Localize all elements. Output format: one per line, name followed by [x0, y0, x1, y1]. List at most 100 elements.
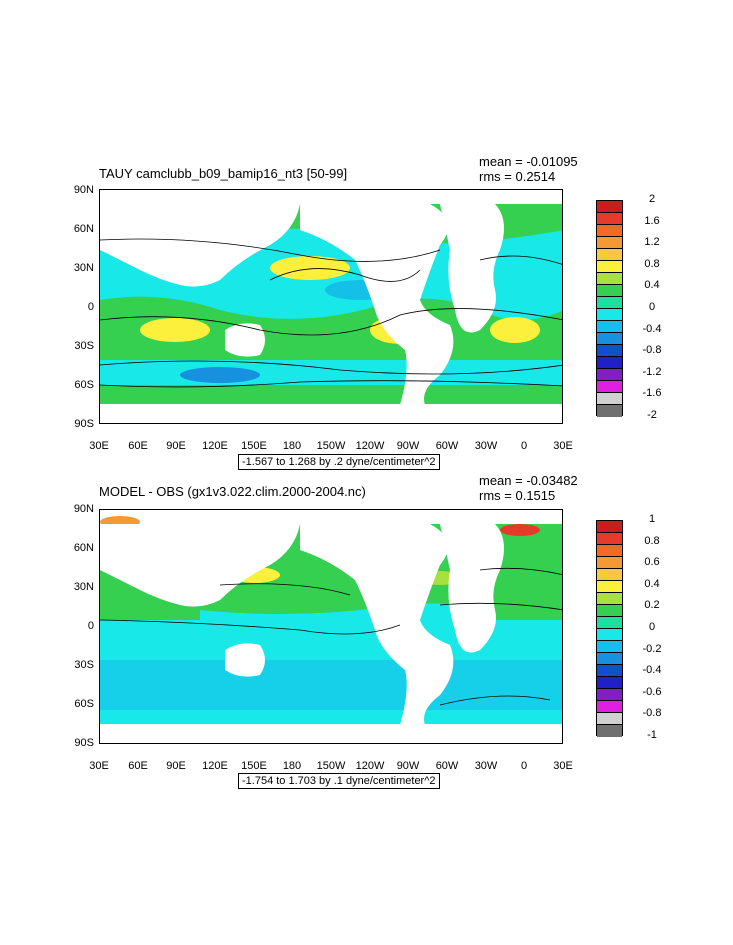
contour-line [479, 255, 562, 265]
lon-label: 30E [553, 440, 573, 452]
map-top [99, 189, 563, 424]
colorbar-swatch [597, 321, 622, 333]
diff-field-southern-ocean [100, 660, 562, 710]
land-australia [225, 323, 265, 357]
colorbar-swatch [597, 285, 622, 297]
lat-label: 30S [74, 659, 94, 671]
polar-north-mask [100, 190, 562, 204]
lon-label: 30E [89, 440, 109, 452]
lon-label: 150W [316, 440, 346, 452]
colorbar-label: -0.8 [642, 707, 662, 720]
colorbar-label: 0.8 [644, 257, 660, 270]
colorbar-swatch [597, 393, 622, 405]
lat-label: 0 [87, 301, 94, 313]
lon-label: 60E [128, 760, 148, 772]
colorbar-swatch [597, 557, 622, 569]
lon-label: 90W [396, 440, 420, 452]
colorbar-swatch [597, 345, 622, 357]
contour-line [100, 619, 401, 635]
lon-label: 150W [316, 760, 346, 772]
colorbar-label: 0.2 [644, 599, 660, 612]
colorbar-swatch [597, 333, 622, 345]
lon-label: 0 [520, 760, 528, 772]
land-africa-europe [440, 524, 504, 653]
lon-label: 120E [202, 440, 228, 452]
lon-label: 30E [89, 760, 109, 772]
colorbar-swatch [597, 521, 622, 533]
colorbar-swatch [597, 545, 622, 557]
land-asia [100, 204, 300, 287]
lat-label: 60N [73, 223, 94, 235]
colorbar-swatch [597, 237, 622, 249]
colorbar-swatch [597, 273, 622, 285]
map-top-plot [100, 190, 562, 423]
lat-label: 30S [74, 340, 94, 352]
colorbar-label: -0.8 [642, 344, 662, 357]
colorbar-label: 2 [648, 193, 656, 205]
colorbar-label: 1.6 [644, 214, 660, 227]
lon-label: 120W [355, 440, 385, 452]
colorbar-label: -0.2 [642, 642, 662, 655]
colorbar-swatch [597, 201, 622, 213]
colorbar-swatch [597, 569, 622, 581]
lat-label: 30N [73, 262, 94, 274]
field-yellow-npacific [270, 256, 350, 280]
lon-label: 120W [355, 760, 385, 772]
lon-label: 90W [396, 760, 420, 772]
colorbar-swatch [597, 617, 622, 629]
colorbar-label: -0.4 [642, 322, 662, 335]
colorbar-swatch [597, 593, 622, 605]
colorbar-swatch [597, 581, 622, 593]
colorbar-label: 1 [648, 513, 656, 525]
lon-label: 0 [520, 440, 528, 452]
colorbar-swatch [597, 689, 622, 701]
polar-north-mask [100, 510, 562, 515]
colorbar-label: 0 [648, 301, 656, 313]
colorbar-label: 0.4 [644, 577, 660, 590]
colorbar-swatch [597, 213, 622, 225]
panel-top-mean: mean = -0.01095 [479, 154, 578, 169]
lat-label: 90N [73, 184, 94, 196]
lon-label: 30E [553, 760, 573, 772]
colorbar-label: -2 [647, 409, 657, 421]
lon-label: 150E [241, 760, 267, 772]
lon-label: 120E [202, 760, 228, 772]
range-info-top: -1.567 to 1.268 by .2 dyne/centimeter^2 [238, 454, 440, 470]
contour-line [219, 583, 351, 596]
contour-line [439, 695, 551, 706]
panel-bottom-title: MODEL - OBS (gx1v3.022.clim.2000-2004.nc… [99, 484, 366, 499]
colorbar-swatch [597, 405, 622, 417]
colorbar-label: 0.4 [644, 279, 660, 292]
colorbar-label: -0.4 [642, 664, 662, 677]
field-green-south [100, 385, 562, 404]
lat-label: 90S [74, 737, 94, 749]
land-americas [300, 204, 454, 405]
lon-label: 60W [435, 760, 459, 772]
land-asia [100, 524, 300, 607]
colorbar-swatch [597, 665, 622, 677]
range-info-bottom: -1.754 to 1.703 by .1 dyne/centimeter^2 [238, 773, 440, 789]
contour-line [439, 602, 562, 611]
lat-label: 90N [73, 503, 94, 515]
colorbar-swatch [597, 641, 622, 653]
lon-label: 90E [166, 440, 186, 452]
colorbar-swatch [597, 381, 622, 393]
lon-label: 60E [128, 440, 148, 452]
panel-bottom-mean: mean = -0.03482 [479, 473, 578, 488]
contour-line [479, 567, 562, 575]
colorbar-label: -0.6 [642, 685, 662, 698]
field-yellow-atlantic [490, 317, 540, 343]
colorbar-top [596, 200, 623, 417]
panel-top-rms: rms = 0.2514 [479, 169, 556, 184]
field-blue-south [180, 367, 260, 383]
polar-south-mask [100, 404, 562, 423]
colorbar-swatch [597, 713, 622, 725]
colorbar-label: 0 [648, 621, 656, 633]
contour-line [100, 360, 562, 375]
colorbar-swatch [597, 249, 622, 261]
colorbar-label: 1.2 [644, 236, 660, 249]
colorbar-swatch [597, 357, 622, 369]
lon-label: 30W [474, 760, 498, 772]
colorbar-label: -1.6 [642, 387, 662, 400]
colorbar-swatch [597, 225, 622, 237]
